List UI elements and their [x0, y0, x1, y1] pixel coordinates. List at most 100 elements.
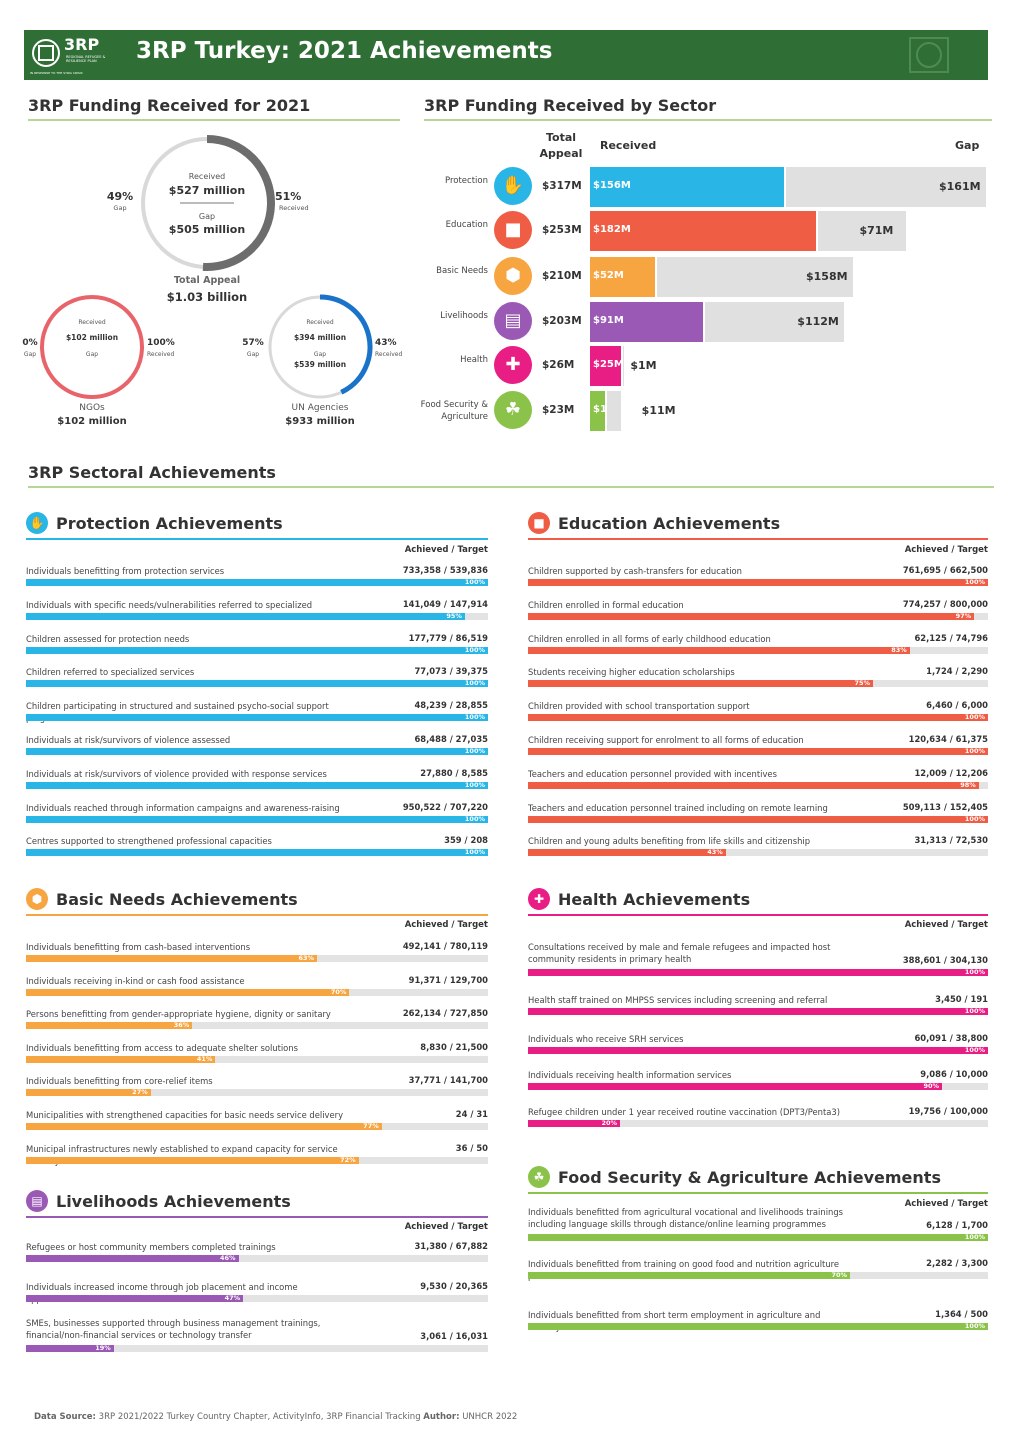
un-right-label: Received: [375, 351, 403, 358]
logo-tagline: IN RESPONSE TO THE SYRIA CRISIS: [30, 71, 83, 75]
progress-bar-fill: 100%: [528, 747, 988, 755]
protection-title-rule: [26, 538, 488, 540]
progress-bar-fill: 95%: [26, 612, 465, 620]
progress-bar-track: 63%: [26, 954, 488, 962]
progress-bar-track: 83%: [528, 646, 988, 654]
main-gap-value: $505 million: [168, 223, 246, 236]
sector-received-bar: $182M: [590, 211, 817, 251]
food-icon: ☘: [528, 1166, 550, 1188]
progress-percent: 100%: [464, 848, 485, 857]
achieved-target-header: Achieved / Target: [404, 1222, 488, 1232]
indicator-value: 31,380 / 67,882: [414, 1241, 488, 1251]
progress-bar-fill: 70%: [26, 988, 350, 996]
footer-author-label: Author:: [423, 1412, 460, 1422]
progress-bar-fill: 100%: [528, 1233, 988, 1241]
progress-bar-fill: 100%: [528, 713, 988, 722]
sectoral-title: 3RP Sectoral Achievements: [28, 463, 276, 482]
progress-bar-track: 75%: [528, 679, 988, 688]
progress-bar-fill: 100%: [26, 578, 488, 586]
sector-gap-bar: [656, 257, 853, 297]
progress-percent: 100%: [964, 1322, 985, 1330]
indicator-label: Individuals at risk/survivors of violenc…: [26, 768, 327, 779]
footer-source-label: Data Source:: [34, 1412, 96, 1422]
progress-bar-fill: 20%: [528, 1119, 620, 1127]
indicator-value: 359 / 208: [444, 835, 488, 846]
progress-bar-track: 70%: [26, 988, 488, 996]
indicator-label: Individuals benefitting from cash-based …: [26, 942, 251, 952]
progress-bar-track: 100%: [528, 578, 988, 586]
sector-name: Education: [445, 220, 488, 230]
sector-total-appeal: $23M: [542, 404, 575, 416]
indicator-label: Individuals benefitting from access to a…: [26, 1042, 298, 1053]
basic-title: Basic Needs Achievements: [56, 890, 298, 909]
progress-bar-track: 97%: [528, 611, 988, 620]
livelihoods-title: Livelihoods Achievements: [56, 1192, 291, 1211]
main-right-label: Received: [279, 204, 309, 212]
indicator-value: 12,009 / 12,206: [914, 767, 988, 778]
progress-percent: 36%: [173, 1021, 190, 1030]
food-title-rule: [528, 1192, 988, 1194]
main-left-label: Gap: [113, 204, 127, 212]
progress-percent: 100%: [964, 578, 985, 586]
progress-percent: 100%: [464, 747, 485, 755]
indicator-value: 24 / 31: [455, 1109, 488, 1119]
basic-icon: ⬢: [26, 888, 48, 910]
un-name: UN Agencies: [291, 403, 349, 413]
footer: Data Source: 3RP 2021/2022 Turkey Countr…: [34, 1412, 517, 1422]
indicator-value: 31,313 / 72,530: [914, 835, 988, 846]
progress-bar-fill: 63%: [26, 954, 318, 962]
main-donut-received-arc: [202, 135, 275, 271]
progress-bar-fill: 100%: [26, 781, 488, 789]
progress-bar-track: 100%: [26, 645, 488, 654]
progress-bar-fill: 100%: [528, 1322, 988, 1330]
progress-bar-track: 100%: [528, 747, 988, 755]
sector-total-appeal: $253M: [542, 224, 582, 236]
achieved-target-header: Achieved / Target: [904, 920, 988, 930]
col-gap: Gap: [955, 139, 980, 152]
ngo-left-label: Gap: [23, 351, 37, 358]
sector-received-label: $91M: [593, 315, 624, 326]
indicator-value: 388,601 / 304,130: [902, 955, 988, 965]
sector-gap-bar: [606, 391, 621, 431]
progress-bar-track: 100%: [528, 1046, 988, 1054]
main-total-value: $1.03 billion: [166, 290, 248, 304]
indicator-label: Teachers and education personnel provide…: [528, 768, 777, 779]
progress-percent: 100%: [464, 814, 485, 823]
un-left-pct: 57%: [242, 338, 264, 348]
progress-bar-track: 47%: [26, 1294, 488, 1302]
progress-bar-fill: 100%: [528, 578, 988, 586]
progress-percent: 97%: [955, 611, 972, 620]
logo-emblem-icon: [32, 39, 60, 67]
progress-percent: 100%: [464, 645, 485, 654]
progress-bar-fill: 43%: [528, 848, 726, 857]
progress-bar-fill: 36%: [26, 1021, 193, 1030]
sector-name: Protection: [444, 176, 488, 186]
progress-bar-fill: 100%: [528, 968, 988, 976]
indicator-value: 733,358 / 539,836: [402, 565, 488, 575]
ngo-received-value: $102 million: [65, 333, 119, 342]
progress-percent: 100%: [464, 713, 485, 722]
indicator-value: 950,522 / 707,220: [402, 801, 488, 812]
progress-bar-fill: 19%: [26, 1344, 114, 1352]
indicator-value: 60,091 / 38,800: [914, 1033, 988, 1043]
progress-bar-fill: 27%: [26, 1088, 151, 1097]
sector-icon: ☘: [494, 391, 532, 429]
indicator-label: Municipalities with strengthened capacit…: [26, 1110, 344, 1120]
header-banner: [24, 30, 988, 80]
sector-gap-bar: [705, 302, 845, 342]
indicator-value: 6,460 / 6,000: [926, 700, 988, 711]
progress-percent: 63%: [298, 954, 315, 962]
progress-bar-track: 19%: [26, 1344, 488, 1352]
sector-received-label: $52M: [593, 270, 624, 281]
sector-name: Health: [460, 355, 488, 365]
indicator-label: Individuals benefitting from core-relief…: [26, 1076, 213, 1087]
main-left-pct: 49%: [106, 190, 134, 203]
livelihoods-title-rule: [26, 1216, 488, 1218]
sector-name: Basic Needs: [436, 266, 488, 276]
sector-gap-bar: [623, 346, 625, 386]
footer-author-text: UNHCR 2022: [462, 1412, 518, 1422]
progress-bar-fill: 100%: [26, 747, 488, 755]
sector-section-title: 3RP Funding Received by Sector: [424, 96, 717, 115]
indicator-value: 6,128 / 1,700: [926, 1220, 988, 1230]
protection-icon: ✋: [26, 512, 48, 534]
